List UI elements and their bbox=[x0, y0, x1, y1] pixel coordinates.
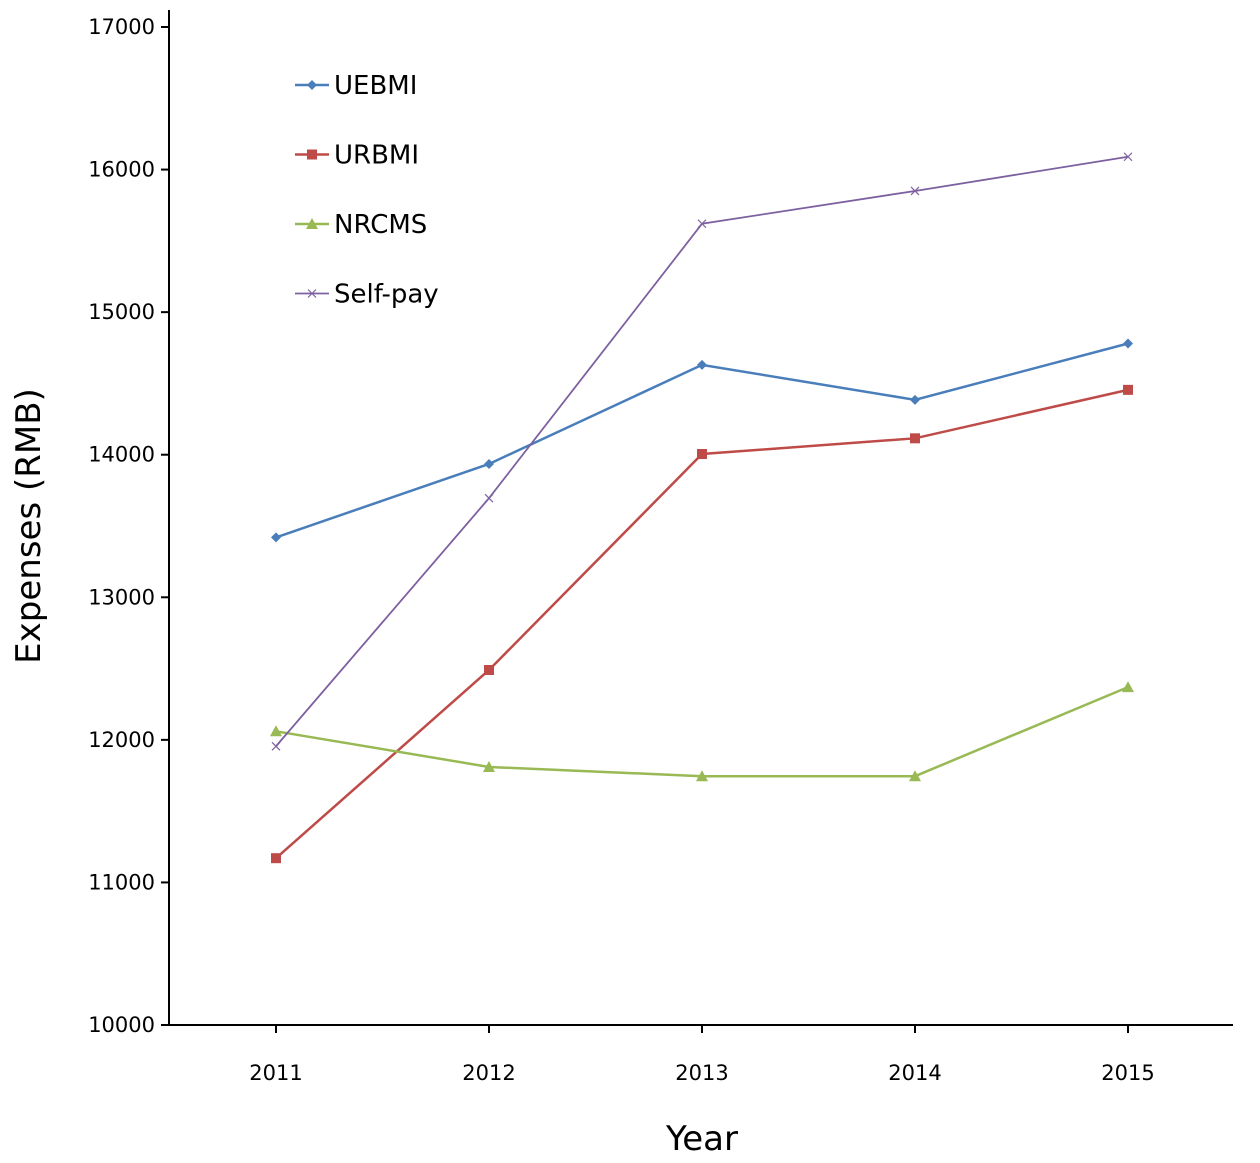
x-tick-label: 2015 bbox=[1101, 1061, 1154, 1085]
legend-item: Self-pay bbox=[295, 280, 439, 310]
legend: UEBMI URBMI NRCMS Self-pay bbox=[295, 71, 439, 310]
data-point bbox=[271, 853, 281, 864]
series-line bbox=[275, 685, 1129, 778]
legend-item: UEBMI bbox=[295, 71, 417, 101]
data-point bbox=[1122, 681, 1134, 693]
series-nrcms bbox=[270, 681, 1134, 782]
data-point bbox=[484, 458, 494, 469]
y-tick-label: 10000 bbox=[88, 1013, 155, 1037]
x-tick-label: 2013 bbox=[675, 1061, 728, 1085]
series-self-pay bbox=[271, 152, 1133, 751]
data-point bbox=[1123, 384, 1133, 395]
series-layer bbox=[270, 152, 1134, 864]
axes: 10000 11000 12000 13000 14000 15000 16000 17000… bbox=[88, 10, 1233, 1085]
data-point bbox=[910, 186, 920, 196]
y-tick-label: 12000 bbox=[88, 728, 155, 752]
data-point bbox=[909, 770, 921, 782]
data-point bbox=[483, 760, 495, 772]
legend-label: Self-pay bbox=[334, 280, 439, 310]
series-line bbox=[275, 342, 1129, 539]
data-point bbox=[910, 394, 920, 405]
legend-label: NRCMS bbox=[334, 210, 427, 240]
data-point bbox=[484, 493, 494, 503]
x-tick-label: 2011 bbox=[249, 1061, 302, 1085]
legend-item: NRCMS bbox=[295, 210, 427, 240]
data-point bbox=[307, 289, 317, 298]
data-point bbox=[697, 449, 707, 460]
x-tick-label: 2014 bbox=[888, 1061, 941, 1085]
y-tick-label: 16000 bbox=[88, 158, 155, 182]
data-point bbox=[484, 664, 494, 675]
series-uebmi bbox=[271, 338, 1133, 543]
data-point bbox=[307, 80, 317, 90]
data-point bbox=[271, 532, 281, 543]
data-point bbox=[696, 770, 708, 782]
x-axis-label: Year bbox=[665, 1119, 738, 1159]
data-point bbox=[1123, 338, 1133, 349]
legend-label: UEBMI bbox=[334, 71, 417, 101]
data-point bbox=[271, 741, 281, 751]
data-point bbox=[697, 359, 707, 370]
legend-label: URBMI bbox=[334, 141, 419, 171]
legend-item: URBMI bbox=[295, 141, 419, 171]
x-tick-label: 2012 bbox=[462, 1061, 515, 1085]
y-axis-label: Expenses (RMB) bbox=[9, 388, 49, 664]
y-tick-label: 13000 bbox=[88, 585, 155, 609]
data-point bbox=[307, 149, 317, 160]
data-point bbox=[697, 219, 707, 229]
y-tick-label: 17000 bbox=[88, 15, 155, 39]
data-point bbox=[910, 433, 920, 444]
series-urbmi bbox=[271, 384, 1133, 864]
data-point bbox=[1123, 152, 1133, 162]
y-tick-label: 11000 bbox=[88, 870, 155, 894]
series-line bbox=[275, 388, 1129, 860]
data-point bbox=[306, 218, 318, 229]
y-tick-label: 15000 bbox=[88, 300, 155, 324]
data-point bbox=[270, 725, 282, 737]
y-tick-label: 14000 bbox=[88, 443, 155, 467]
